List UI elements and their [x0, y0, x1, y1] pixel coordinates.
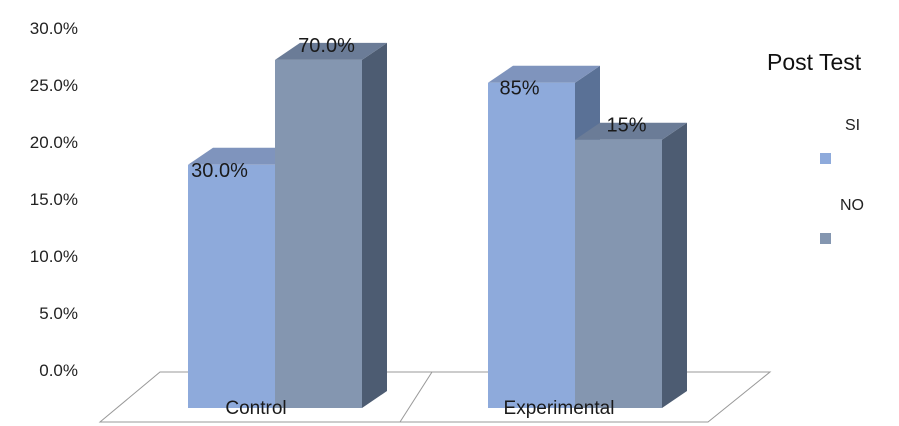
category-label: Experimental [504, 398, 615, 419]
category-labels: Control Experimental [225, 398, 614, 419]
legend-swatch-icon [820, 233, 831, 244]
data-label: 30.0% [191, 160, 248, 182]
legend-title: Post Test [767, 49, 862, 75]
y-tick-label: 20.0% [30, 133, 78, 152]
bar-side-face [362, 42, 387, 409]
y-tick-label: 15.0% [30, 190, 78, 209]
bar-top-face [488, 65, 600, 83]
data-label: 70.0% [298, 35, 355, 57]
y-tick-label: 5.0% [39, 304, 78, 323]
y-tick-label: 0.0% [39, 361, 78, 380]
y-tick-label: 10.0% [30, 247, 78, 266]
data-label: 85% [499, 78, 539, 100]
legend-swatch-icon [820, 153, 831, 164]
floor-divider [399, 371, 433, 423]
data-labels: 30.0% 70.0% 85% 15% [191, 35, 647, 182]
legend-label: NO [840, 197, 864, 214]
bar-front-face [488, 82, 575, 408]
bar-front-face [275, 59, 362, 409]
bars [188, 42, 687, 409]
bar-top-face [575, 122, 687, 140]
y-tick-label: 25.0% [30, 76, 78, 95]
y-axis-ticks: 0.0% 5.0% 10.0% 15.0% 20.0% 25.0% 30.0% [30, 19, 78, 380]
y-tick-label: 30.0% [30, 19, 78, 38]
data-label: 15% [606, 115, 646, 137]
category-label: Control [225, 398, 286, 419]
bar-no-experimental [575, 122, 687, 408]
bar-top-face [275, 42, 387, 60]
bar-side-face [662, 122, 687, 408]
bar-top-face [188, 147, 300, 165]
bar-front-face [188, 164, 275, 408]
legend: Post Test SI NO [767, 49, 864, 244]
bar-no-control [275, 42, 387, 409]
legend-label: SI [845, 117, 860, 134]
bar-front-face [575, 139, 662, 408]
